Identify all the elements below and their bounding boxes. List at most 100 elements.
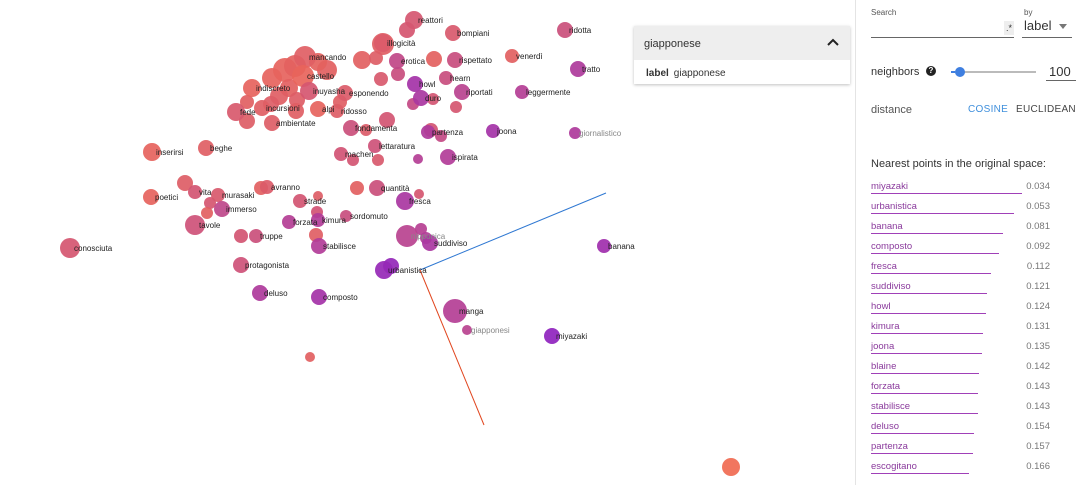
embedding-point[interactable] [214,201,230,217]
embedding-point[interactable] [450,101,462,113]
embedding-point[interactable] [334,147,348,161]
embedding-point[interactable] [372,154,384,166]
embedding-point[interactable] [204,197,216,209]
embedding-point[interactable] [369,180,385,196]
embedding-point[interactable] [597,239,611,253]
nearest-point-label[interactable]: joona [871,341,895,352]
nearest-point-label[interactable]: suddiviso [871,281,911,292]
embedding-point[interactable] [374,34,392,52]
embedding-point[interactable] [391,67,405,81]
embedding-point[interactable] [426,51,442,67]
nearest-point-label[interactable]: forzata [871,381,901,392]
slider-thumb[interactable] [955,67,966,77]
euclidean-button[interactable]: EUCLIDEAN [1016,104,1076,115]
embedding-point[interactable] [337,85,353,101]
embedding-point[interactable] [439,71,453,85]
embedding-point[interactable] [396,225,418,247]
embedding-point[interactable] [188,185,202,199]
embedding-point[interactable] [413,90,429,106]
embedding-point[interactable] [143,189,159,205]
embedding-point[interactable] [505,49,519,63]
embedding-point[interactable] [293,194,307,208]
embedding-point[interactable] [443,299,467,323]
nearest-point-row[interactable]: suddiviso 0.121 [871,278,1050,298]
nearest-point-label[interactable]: urbanistica [871,201,917,212]
nearest-point-label[interactable]: kimura [871,321,900,332]
embedding-point[interactable] [447,52,463,68]
embedding-point[interactable] [305,352,315,362]
embedding-point[interactable] [234,229,248,243]
nearest-point-row[interactable]: fresca 0.112 [871,258,1050,278]
card-header[interactable]: giapponese [634,26,850,60]
nearest-point-row[interactable]: partenza 0.157 [871,438,1050,458]
embedding-point[interactable] [177,175,193,191]
scatter-canvas[interactable]: reattori bompiani ridotta illogicità mancand… [0,0,855,485]
embedding-point[interactable] [557,22,573,38]
embedding-point[interactable] [515,85,529,99]
nearest-point-row[interactable]: stabilisce 0.143 [871,398,1050,418]
nearest-point-label[interactable]: banana [871,221,903,232]
embedding-point[interactable] [260,180,274,194]
embedding-point[interactable] [353,51,371,69]
embedding-point[interactable] [375,261,393,279]
embedding-point[interactable] [360,124,372,136]
nearest-point-label[interactable]: partenza [871,441,908,452]
nearest-point-label[interactable]: miyazaki [871,181,908,192]
embedding-point[interactable] [252,285,268,301]
embedding-plot[interactable]: reattori bompiani ridotta illogicità mancand… [0,0,855,485]
embedding-point[interactable] [249,229,263,243]
embedding-point[interactable] [262,68,282,88]
embedding-point[interactable] [300,82,318,100]
nearest-point-label[interactable]: howl [871,301,891,312]
embedding-point[interactable] [396,192,414,210]
embedding-point[interactable] [462,325,472,335]
dropdown-arrow-icon[interactable] [1059,24,1067,29]
embedding-point[interactable] [310,101,326,117]
embedding-point[interactable] [233,257,249,273]
embedding-point[interactable] [294,46,316,68]
embedding-point[interactable] [413,154,423,164]
embedding-point[interactable] [486,124,500,138]
embedding-point[interactable] [440,149,456,165]
embedding-point[interactable] [422,235,438,251]
embedding-point[interactable] [389,53,405,69]
nearest-point-label[interactable]: composto [871,241,913,252]
embedding-point[interactable] [143,143,161,161]
embedding-point[interactable] [414,189,424,199]
chevron-up-icon[interactable] [826,37,840,47]
embedding-point[interactable] [369,51,383,65]
embedding-point[interactable] [311,289,327,305]
embedding-point[interactable] [569,127,581,139]
embedding-point[interactable] [185,215,205,235]
cosine-button[interactable]: COSINE [968,104,1009,115]
embedding-point[interactable] [282,215,296,229]
embedding-point[interactable] [421,125,435,139]
embedding-point[interactable] [374,72,388,86]
embedding-point[interactable] [427,93,439,105]
regex-toggle[interactable]: .* [1004,21,1014,35]
neighbors-input[interactable]: 100 [1049,64,1071,79]
embedding-point[interactable] [264,115,280,131]
embedding-point[interactable] [227,103,245,121]
help-icon[interactable]: ? [926,66,936,76]
embedding-point[interactable] [211,188,225,202]
embedding-point[interactable] [454,84,470,100]
search-input[interactable] [871,37,1014,38]
embedding-point[interactable] [379,112,395,128]
embedding-point[interactable] [343,120,359,136]
embedding-point[interactable] [254,100,270,116]
search-by-select[interactable]: label [1024,18,1052,33]
embedding-point[interactable] [60,238,80,258]
nearest-point-row[interactable]: banana 0.081 [871,218,1050,238]
embedding-point[interactable] [405,11,423,29]
nearest-point-row[interactable]: escogitano 0.166 [871,458,1050,478]
nearest-point-row[interactable]: forzata 0.143 [871,378,1050,398]
embedding-point[interactable] [243,79,261,97]
embedding-point[interactable] [288,103,304,119]
nearest-point-row[interactable]: deluso 0.154 [871,418,1050,438]
nearest-point-label[interactable]: stabilisce [871,401,911,412]
embedding-point[interactable] [313,191,323,201]
nearest-point-label[interactable]: blaine [871,361,897,372]
nearest-point-row[interactable]: joona 0.135 [871,338,1050,358]
nearest-point-row[interactable]: urbanistica 0.053 [871,198,1050,218]
